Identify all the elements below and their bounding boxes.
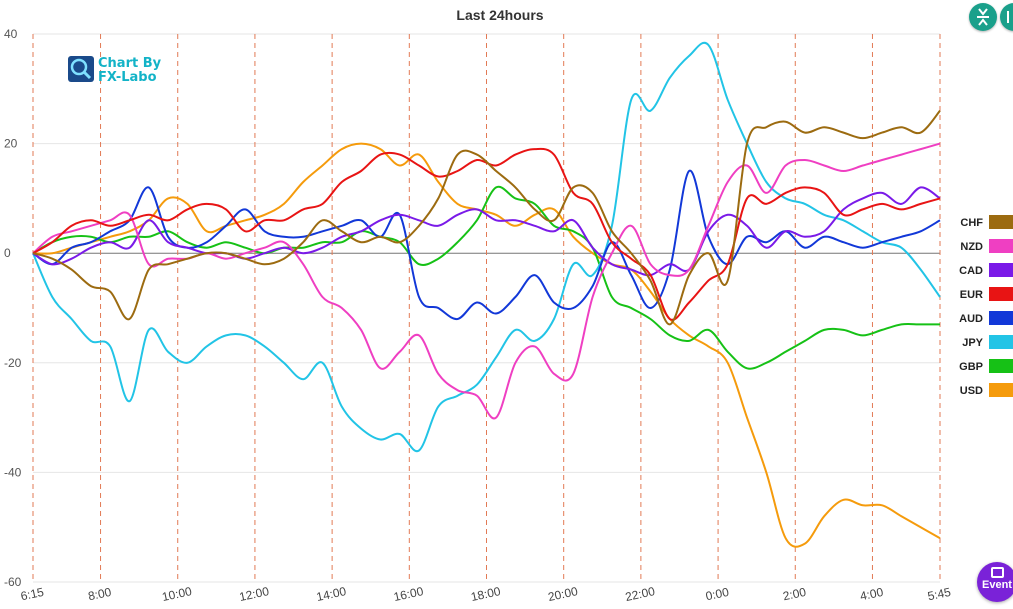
compress-button[interactable]	[969, 3, 997, 31]
compress-icon	[977, 8, 989, 26]
x-tick-label: 18:00	[470, 584, 503, 604]
event-button[interactable]: Event	[977, 562, 1013, 602]
x-tick-label: 0:00	[704, 585, 730, 604]
legend-swatch-cad	[989, 263, 1013, 277]
fx-labo-logo: Chart By FX-Labo	[68, 56, 162, 85]
y-tick-label: 20	[4, 137, 18, 151]
x-tick-label: 6:15	[19, 585, 45, 604]
y-tick-label: -40	[4, 465, 22, 479]
legend-label-gbp: GBP	[959, 361, 983, 373]
calendar-icon	[990, 567, 1004, 578]
legend-label-eur: EUR	[960, 289, 983, 301]
x-tick-label: 14:00	[315, 584, 348, 604]
legend-swatch-jpy	[989, 335, 1013, 349]
chart-title: Last 24hours	[456, 7, 543, 23]
legend-swatch-eur	[989, 287, 1013, 301]
legend-swatch-chf	[989, 215, 1013, 229]
legend-swatch-aud	[989, 311, 1013, 325]
legend-label-jpy: JPY	[962, 337, 983, 349]
magnifier-icon	[70, 58, 88, 76]
expand-button[interactable]	[1000, 3, 1013, 31]
x-tick-label: 8:00	[87, 585, 113, 604]
logo-line1: Chart By	[98, 56, 162, 71]
x-tick-label: 2:00	[782, 585, 808, 604]
legend-label-nzd: NZD	[960, 241, 983, 253]
series-layer	[32, 41, 941, 548]
axis-layer: -60 -40 -20 0 20 40 6:15 8:00 10:00 12:00 14:00 16:…	[4, 27, 952, 604]
series-line-gbp	[32, 185, 940, 370]
legend-swatch-usd	[989, 383, 1013, 397]
x-tick-label: 20:00	[547, 584, 580, 604]
series-line-usd	[32, 142, 941, 548]
x-tick-label: 4:00	[859, 585, 885, 604]
x-tick-label: 16:00	[392, 584, 425, 604]
series-line-cad	[32, 186, 941, 277]
event-button-label: Event	[982, 579, 1012, 591]
legend: CHF NZD CAD EUR AUD JPY GBP USD	[959, 215, 1013, 397]
expand-icon	[1007, 11, 1009, 23]
legend-label-cad: CAD	[959, 265, 983, 277]
y-tick-label: -60	[4, 575, 22, 589]
legend-swatch-gbp	[989, 359, 1013, 373]
y-tick-label: -20	[4, 356, 22, 370]
series-line-chf	[32, 110, 941, 326]
legend-swatch-nzd	[989, 239, 1013, 253]
x-tick-label: 22:00	[624, 584, 657, 604]
x-tick-label: 10:00	[161, 584, 194, 604]
y-tick-label: 0	[4, 246, 11, 260]
y-tick-label: 40	[4, 27, 18, 41]
series-line-jpy	[32, 41, 941, 453]
legend-label-aud: AUD	[959, 313, 983, 325]
logo-line2: FX-Labo	[98, 70, 157, 85]
x-tick-label: 12:00	[238, 584, 271, 604]
legend-label-usd: USD	[960, 385, 983, 397]
legend-label-chf: CHF	[960, 217, 983, 229]
magnifier-handle-icon	[82, 70, 92, 80]
x-tick-label: 5:45	[926, 585, 952, 604]
